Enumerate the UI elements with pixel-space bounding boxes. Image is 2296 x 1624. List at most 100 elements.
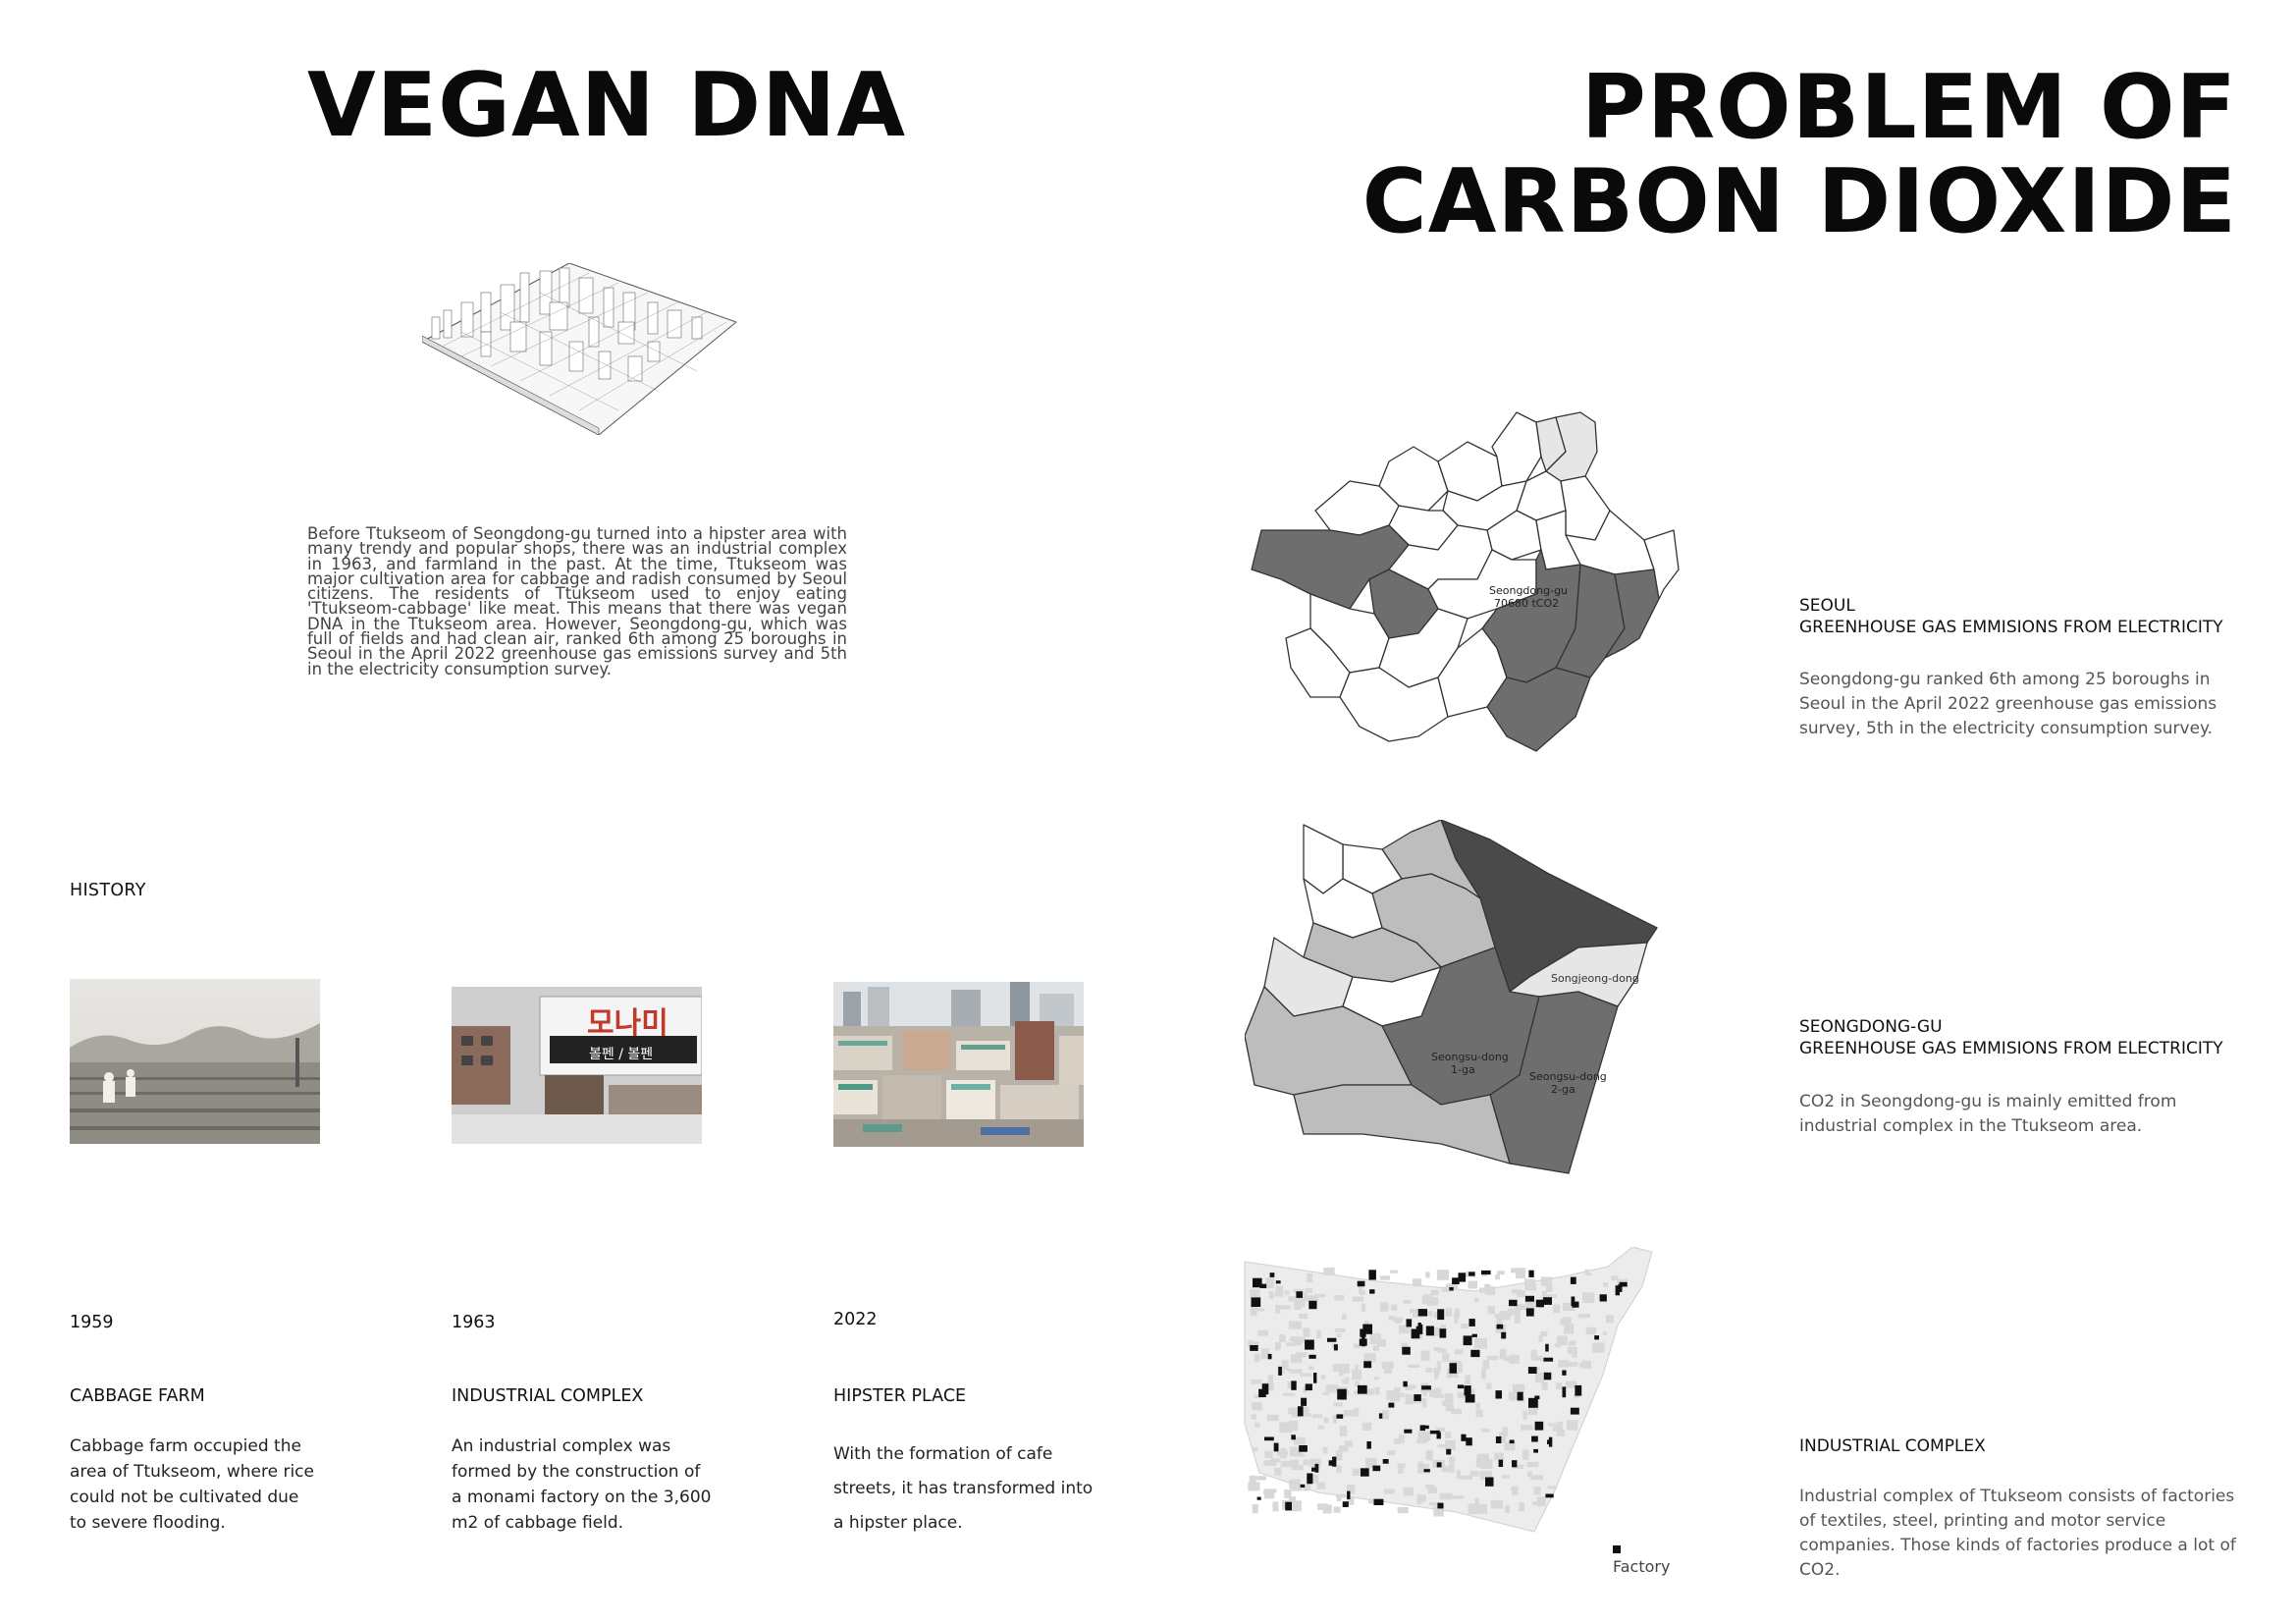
building-block	[1316, 1482, 1326, 1489]
building-block	[1553, 1304, 1561, 1314]
building-block	[1403, 1487, 1415, 1496]
building-block	[1505, 1505, 1510, 1513]
building-block	[1437, 1444, 1449, 1448]
building-block	[1522, 1449, 1529, 1461]
building-block	[1387, 1450, 1396, 1456]
building-block	[1289, 1369, 1303, 1374]
building-block	[1605, 1315, 1614, 1324]
factory-footprint	[1599, 1294, 1607, 1302]
building-block	[1603, 1282, 1608, 1287]
building-block	[1253, 1308, 1265, 1312]
building-block	[1248, 1340, 1254, 1348]
factory-footprint	[1570, 1407, 1579, 1415]
building-block	[1562, 1303, 1575, 1312]
building-block	[1586, 1272, 1592, 1276]
building-block	[1294, 1436, 1306, 1445]
building-block	[1335, 1450, 1343, 1461]
building-block	[1508, 1391, 1520, 1401]
factory-footprint	[1449, 1363, 1457, 1374]
seongdong-heading-line1: SEONGDONG-GU	[1799, 1017, 1943, 1037]
building-block	[1558, 1360, 1570, 1368]
factory-footprint	[1411, 1328, 1420, 1339]
building-block	[1399, 1325, 1411, 1334]
factory-footprint	[1361, 1468, 1369, 1477]
factory-footprint	[1388, 1402, 1395, 1408]
building-block	[1342, 1314, 1347, 1320]
factory-footprint	[1545, 1343, 1549, 1352]
factory-footprint	[1495, 1435, 1502, 1443]
building-block	[1526, 1462, 1539, 1468]
factory-footprint	[1256, 1496, 1261, 1500]
building-block	[1564, 1324, 1575, 1334]
factory-footprint	[1336, 1414, 1344, 1419]
factory-footprint	[1382, 1459, 1389, 1464]
building-block	[1287, 1368, 1292, 1372]
building-block	[1425, 1368, 1432, 1373]
building-block	[1384, 1489, 1395, 1494]
factory-footprint	[1436, 1462, 1442, 1468]
building-block	[1250, 1341, 1259, 1347]
map-label-seongsu2-line2: 2-ga	[1551, 1083, 1575, 1096]
building-block	[1289, 1479, 1301, 1489]
building-block	[1513, 1383, 1525, 1393]
building-block	[1416, 1499, 1422, 1505]
factory-footprint	[1618, 1283, 1623, 1292]
building-block	[1293, 1288, 1305, 1293]
factory-footprint	[1311, 1467, 1315, 1472]
building-block	[1303, 1485, 1311, 1491]
building-block	[1437, 1348, 1447, 1353]
factory-footprint	[1429, 1430, 1440, 1435]
building-block	[1554, 1343, 1562, 1348]
factory-footprint	[1372, 1465, 1381, 1472]
building-block	[1398, 1464, 1404, 1474]
building-block	[1314, 1293, 1326, 1298]
building-block	[1363, 1388, 1374, 1395]
building-block	[1409, 1309, 1416, 1314]
building-block	[1265, 1277, 1274, 1289]
building-block	[1272, 1501, 1279, 1512]
factory-footprint	[1291, 1435, 1296, 1440]
intro-paragraph: Before Ttukseom of Seongdong-gu turned i…	[307, 524, 847, 678]
building-block	[1275, 1304, 1281, 1314]
factory-footprint	[1342, 1501, 1349, 1507]
factory-footprint	[1253, 1277, 1262, 1288]
building-block	[1530, 1349, 1537, 1361]
building-block	[1496, 1315, 1503, 1326]
building-block	[1341, 1364, 1350, 1374]
building-block	[1434, 1394, 1445, 1398]
building-block	[1511, 1289, 1522, 1294]
industrial-complex-map: Factory	[1240, 1247, 1682, 1576]
building-block	[1355, 1364, 1360, 1372]
factory-footprint	[1464, 1385, 1471, 1396]
factory-footprint	[1534, 1395, 1540, 1400]
building-block	[1352, 1468, 1363, 1476]
building-block	[1279, 1334, 1286, 1342]
factory-footprint	[1571, 1296, 1575, 1306]
building-block	[1252, 1504, 1258, 1514]
factory-footprint	[1291, 1380, 1297, 1390]
building-block	[1249, 1475, 1256, 1485]
factory-legend-label: Factory	[1613, 1557, 1671, 1576]
factory-footprint	[1446, 1448, 1452, 1455]
factory-footprint	[1452, 1277, 1460, 1284]
building-block	[1316, 1330, 1321, 1338]
building-block	[1474, 1297, 1479, 1303]
building-block	[1365, 1457, 1377, 1468]
factory-footprint	[1278, 1366, 1282, 1376]
building-block	[1538, 1334, 1543, 1342]
factory-footprint	[1547, 1439, 1551, 1444]
factory-footprint	[1359, 1338, 1367, 1346]
building-block	[1445, 1404, 1454, 1412]
building-block	[1251, 1379, 1262, 1384]
building-block	[1442, 1353, 1450, 1362]
factory-legend: Factory	[1613, 1539, 1682, 1576]
building-block	[1290, 1459, 1300, 1466]
building-block	[1332, 1364, 1345, 1372]
building-block	[1574, 1393, 1579, 1399]
factory-footprint	[1328, 1460, 1333, 1466]
title-vegan-dna: VEGAN DNA	[307, 54, 906, 157]
building-block	[1264, 1450, 1273, 1458]
building-block	[1323, 1268, 1335, 1275]
building-block	[1524, 1283, 1537, 1291]
building-block	[1291, 1465, 1304, 1471]
